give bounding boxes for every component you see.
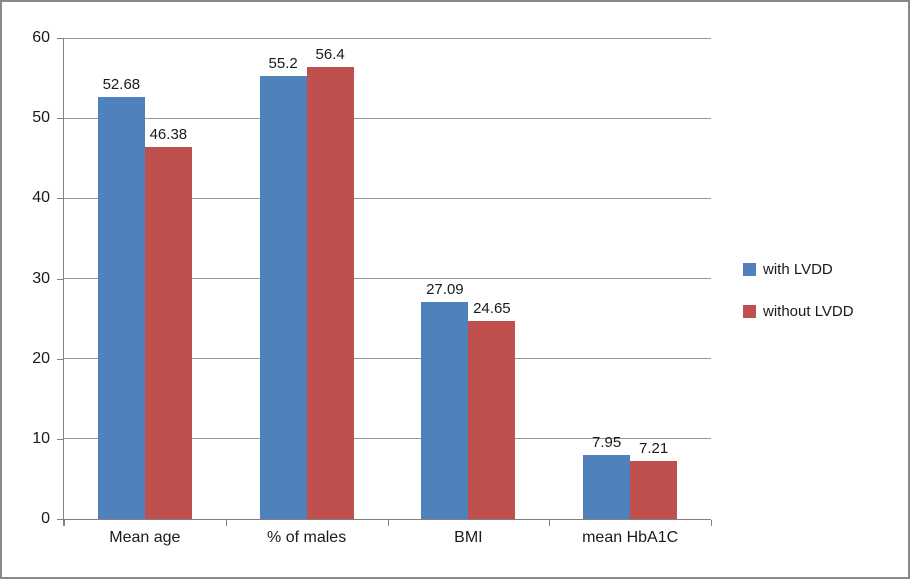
gridline-30 (64, 278, 711, 279)
bar-without-LVDD-%-of-males (306, 66, 354, 519)
legend-swatch-with-LVDD (743, 263, 756, 276)
bar-value-label-without-LVDD-mean-HbA1C: 7.21 (639, 440, 669, 458)
y-tick-20 (57, 358, 64, 360)
y-tick-label-10: 10 (32, 429, 50, 447)
legend-label-without-LVDD: without LVDD (763, 303, 854, 320)
bar-value-label-without-LVDD-BMI: 24.65 (473, 300, 511, 318)
y-tick-label-30: 30 (32, 269, 50, 287)
bar-value-label-with-LVDD-Mean-age: 52.68 (102, 75, 141, 93)
bar-without-LVDD-mean-HbA1C (630, 461, 678, 519)
gridline-10 (64, 438, 711, 440)
y-tick-label-60: 60 (32, 29, 50, 46)
y-tick-50 (57, 118, 64, 120)
y-tick-label-40: 40 (32, 189, 50, 207)
legend-label-with-LVDD: with LVDD (763, 261, 833, 278)
category-label-BMI: BMI (454, 529, 483, 546)
y-tick-30 (57, 278, 64, 280)
category-label-Mean-age: Mean age (109, 529, 181, 546)
bar-with-LVDD-Mean-age (97, 96, 145, 519)
y-tick-label-50: 50 (32, 109, 50, 127)
bar-with-LVDD-mean-HbA1C (583, 455, 631, 519)
category-label-%-of-males: % of males (267, 529, 347, 546)
legend-item-without-LVDD: without LVDD (743, 303, 854, 320)
bar-value-label-without-LVDD-Mean-age: 46.38 (149, 126, 188, 144)
y-tick-60 (57, 38, 64, 39)
x-tick-1 (226, 520, 227, 526)
category-label-mean-HbA1C: mean HbA1C (582, 529, 679, 546)
gridline-60 (64, 37, 711, 39)
x-tick-2 (388, 520, 389, 526)
legend-item-with-LVDD: with LVDD (743, 261, 854, 278)
y-tick-label-20: 20 (32, 349, 50, 367)
chart-legend: with LVDD without LVDD (743, 261, 854, 320)
y-tick-40 (57, 198, 64, 200)
bar-without-LVDD-Mean-age (144, 147, 192, 519)
gridline-40 (64, 197, 711, 199)
bar-with-LVDD-BMI (421, 301, 469, 519)
y-axis-line (63, 38, 64, 526)
gridline-50 (64, 117, 711, 119)
bar-without-LVDD-BMI (468, 321, 516, 519)
y-tick-10 (57, 438, 64, 440)
y-tick-label-0: 0 (41, 510, 50, 527)
legend-swatch-without-LVDD (743, 305, 756, 318)
y-tick-0 (57, 519, 64, 520)
plot-area: 52.68 46.38 55.2 56.4 27.09 24.65 7.95 7.21 (64, 37, 711, 519)
x-tick-4 (711, 520, 712, 526)
bar-value-label-with-LVDD-BMI: 27.09 (426, 280, 464, 298)
x-axis-line (64, 519, 711, 520)
x-tick-0 (64, 520, 65, 526)
bar-with-LVDD-%-of-males (259, 76, 307, 519)
bar-value-label-with-LVDD-%-of-males: 55.2 (268, 55, 298, 73)
x-tick-3 (549, 520, 550, 526)
bar-value-label-without-LVDD-%-of-males: 56.4 (315, 45, 345, 63)
bar-value-label-with-LVDD-mean-HbA1C: 7.95 (592, 434, 622, 452)
gridline-20 (64, 358, 711, 360)
